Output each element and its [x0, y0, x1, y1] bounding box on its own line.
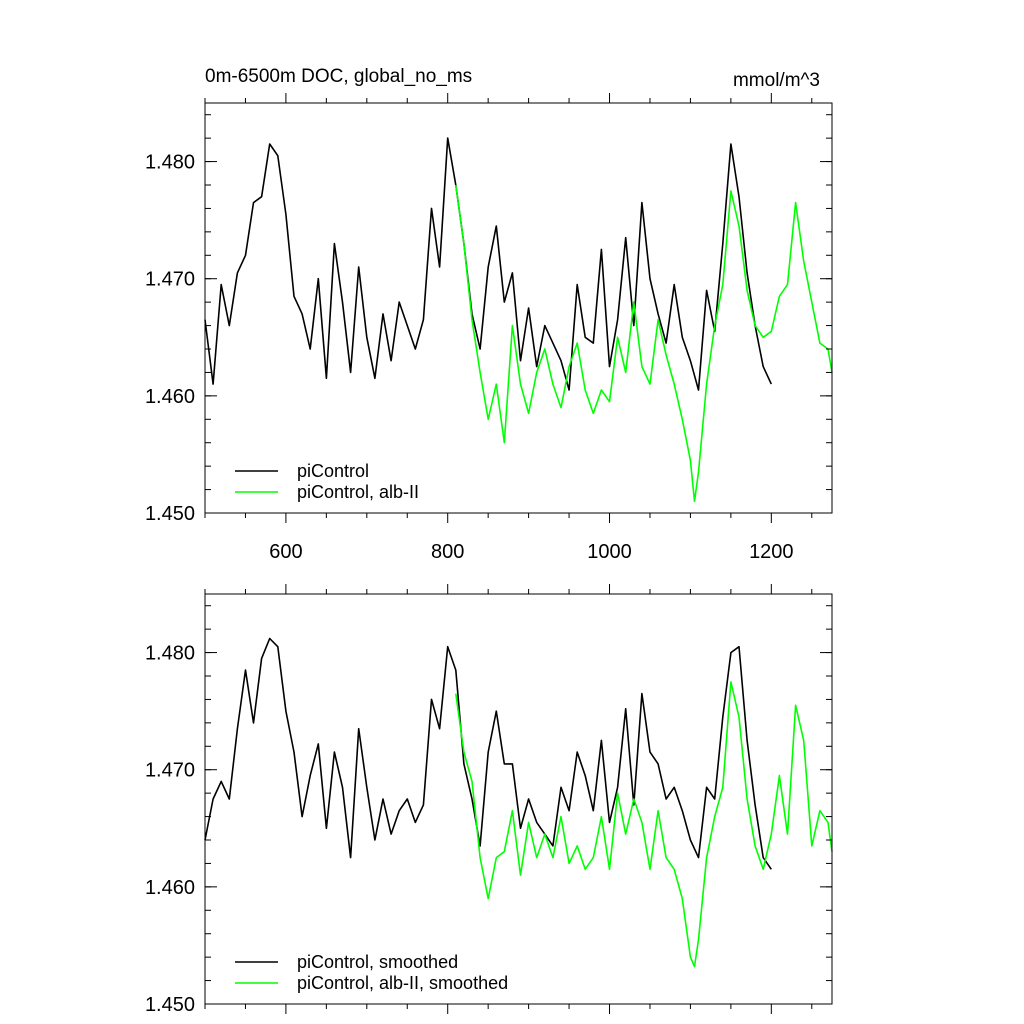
top-legend-label: piControl, alb-II	[297, 482, 419, 502]
bottom-panel: 1.450 1.460 1.470 1.480 piControl, smoothedp…	[145, 584, 833, 1016]
top-x-tick-label: 1000	[587, 541, 632, 563]
bottom-series-line-0	[204, 637, 772, 870]
bottom-plot-frame	[204, 593, 833, 1005]
bottom-y-tick-label: 1.460	[145, 877, 195, 899]
top-x-tick-label: 600	[269, 541, 302, 563]
bottom-legend-label: piControl, alb-II, smoothed	[297, 973, 508, 993]
top-panel: 1.450 1.460 1.470 1.480 600 800 1000 1200 piCont…	[145, 93, 833, 563]
bottom-legend-label: piControl, smoothed	[297, 952, 458, 972]
top-y-tick-label: 1.450	[145, 503, 195, 525]
chart-title: 0m-6500m DOC, global_no_ms	[205, 66, 472, 87]
top-plot-frame	[204, 102, 833, 514]
top-x-tick-label: 800	[431, 541, 464, 563]
top-series-line-1	[455, 184, 833, 503]
top-x-tick-label: 1200	[749, 541, 794, 563]
top-legend-label: piControl	[297, 461, 369, 481]
units-label: mmol/m^3	[733, 70, 820, 91]
top-y-tick-label: 1.480	[145, 152, 195, 174]
bottom-y-tick-label: 1.450	[145, 994, 195, 1016]
top-y-tick-label: 1.470	[145, 269, 195, 291]
top-series-line-0	[204, 137, 773, 391]
top-y-tick-label: 1.460	[145, 386, 195, 408]
bottom-series-line-1	[455, 681, 833, 968]
bottom-y-tick-label: 1.470	[145, 760, 195, 782]
bottom-y-tick-label: 1.480	[145, 643, 195, 665]
